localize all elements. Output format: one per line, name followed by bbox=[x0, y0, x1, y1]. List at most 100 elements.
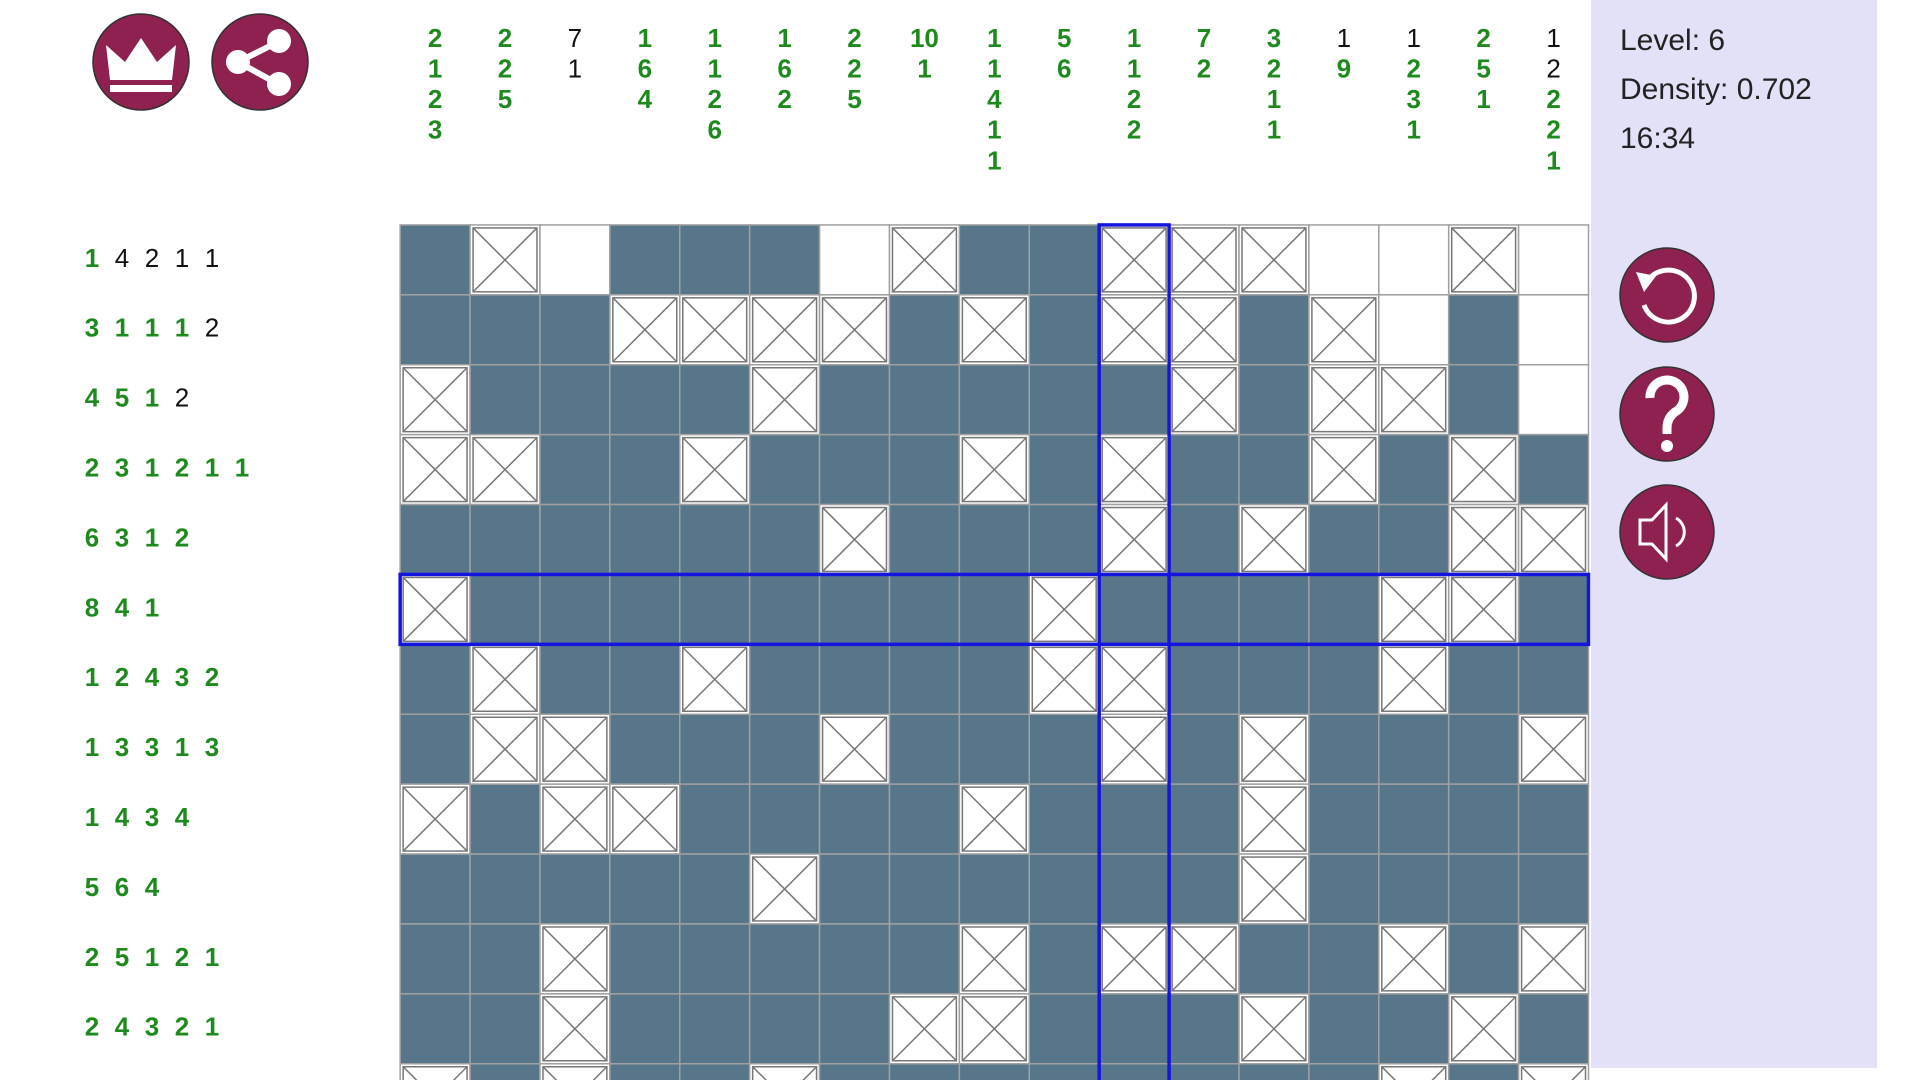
filled-cell[interactable] bbox=[1308, 783, 1380, 855]
filled-cell[interactable] bbox=[1447, 363, 1520, 436]
filled-cell[interactable] bbox=[888, 573, 961, 646]
filled-cell[interactable] bbox=[958, 363, 1031, 436]
crossed-cell[interactable] bbox=[888, 993, 961, 1065]
filled-cell[interactable] bbox=[399, 294, 471, 366]
empty-cell[interactable] bbox=[1517, 363, 1590, 436]
filled-cell[interactable] bbox=[748, 573, 821, 646]
filled-cell[interactable] bbox=[679, 993, 751, 1065]
filled-cell[interactable] bbox=[1098, 993, 1170, 1065]
filled-cell[interactable] bbox=[679, 1063, 751, 1085]
filled-cell[interactable] bbox=[1517, 573, 1590, 646]
filled-cell[interactable] bbox=[399, 224, 471, 296]
crossed-cell[interactable] bbox=[1447, 433, 1520, 506]
filled-cell[interactable] bbox=[748, 993, 821, 1065]
filled-cell[interactable] bbox=[1028, 853, 1100, 925]
filled-cell[interactable] bbox=[1308, 503, 1380, 576]
filled-cell[interactable] bbox=[1378, 783, 1450, 855]
filled-cell[interactable] bbox=[539, 363, 611, 436]
filled-cell[interactable] bbox=[818, 993, 891, 1065]
crossed-cell[interactable] bbox=[1308, 294, 1380, 366]
filled-cell[interactable] bbox=[888, 713, 961, 785]
filled-cell[interactable] bbox=[1517, 433, 1590, 506]
share-button[interactable] bbox=[211, 13, 309, 111]
filled-cell[interactable] bbox=[1308, 923, 1380, 995]
filled-cell[interactable] bbox=[469, 923, 541, 995]
filled-cell[interactable] bbox=[1168, 853, 1240, 925]
filled-cell[interactable] bbox=[539, 573, 611, 646]
crossed-cell[interactable] bbox=[1238, 713, 1310, 785]
filled-cell[interactable] bbox=[539, 433, 611, 506]
filled-cell[interactable] bbox=[818, 433, 891, 506]
filled-cell[interactable] bbox=[1168, 1063, 1240, 1085]
empty-cell[interactable] bbox=[1378, 294, 1450, 366]
filled-cell[interactable] bbox=[609, 713, 681, 785]
crossed-cell[interactable] bbox=[469, 433, 541, 506]
filled-cell[interactable] bbox=[609, 923, 681, 995]
crossed-cell[interactable] bbox=[1308, 363, 1380, 436]
filled-cell[interactable] bbox=[1238, 643, 1310, 716]
filled-cell[interactable] bbox=[1168, 433, 1240, 506]
filled-cell[interactable] bbox=[748, 923, 821, 995]
filled-cell[interactable] bbox=[1517, 853, 1590, 925]
filled-cell[interactable] bbox=[1028, 713, 1100, 785]
filled-cell[interactable] bbox=[679, 713, 751, 785]
filled-cell[interactable] bbox=[748, 433, 821, 506]
crossed-cell[interactable] bbox=[1098, 294, 1170, 366]
crossed-cell[interactable] bbox=[1517, 503, 1590, 576]
filled-cell[interactable] bbox=[958, 713, 1031, 785]
filled-cell[interactable] bbox=[748, 783, 821, 855]
crossed-cell[interactable] bbox=[539, 1063, 611, 1085]
crossed-cell[interactable] bbox=[399, 573, 471, 646]
filled-cell[interactable] bbox=[1238, 363, 1310, 436]
filled-cell[interactable] bbox=[1308, 643, 1380, 716]
empty-cell[interactable] bbox=[1517, 294, 1590, 366]
undo-button[interactable] bbox=[1619, 247, 1715, 343]
filled-cell[interactable] bbox=[818, 923, 891, 995]
filled-cell[interactable] bbox=[958, 573, 1031, 646]
filled-cell[interactable] bbox=[469, 503, 541, 576]
filled-cell[interactable] bbox=[1447, 923, 1520, 995]
filled-cell[interactable] bbox=[399, 643, 471, 716]
filled-cell[interactable] bbox=[1168, 503, 1240, 576]
filled-cell[interactable] bbox=[888, 363, 961, 436]
filled-cell[interactable] bbox=[748, 713, 821, 785]
filled-cell[interactable] bbox=[1238, 1063, 1310, 1085]
filled-cell[interactable] bbox=[818, 363, 891, 436]
filled-cell[interactable] bbox=[818, 783, 891, 855]
crossed-cell[interactable] bbox=[399, 433, 471, 506]
crossed-cell[interactable] bbox=[1517, 923, 1590, 995]
filled-cell[interactable] bbox=[609, 503, 681, 576]
crossed-cell[interactable] bbox=[539, 783, 611, 855]
filled-cell[interactable] bbox=[1517, 643, 1590, 716]
empty-cell[interactable] bbox=[1517, 224, 1590, 296]
crossed-cell[interactable] bbox=[748, 1063, 821, 1085]
crossed-cell[interactable] bbox=[748, 363, 821, 436]
crossed-cell[interactable] bbox=[1378, 363, 1450, 436]
filled-cell[interactable] bbox=[1168, 783, 1240, 855]
filled-cell[interactable] bbox=[958, 1063, 1031, 1085]
filled-cell[interactable] bbox=[1447, 853, 1520, 925]
crossed-cell[interactable] bbox=[469, 224, 541, 296]
crossed-cell[interactable] bbox=[679, 294, 751, 366]
crossed-cell[interactable] bbox=[958, 923, 1031, 995]
filled-cell[interactable] bbox=[888, 853, 961, 925]
crossed-cell[interactable] bbox=[1168, 294, 1240, 366]
crossed-cell[interactable] bbox=[1447, 224, 1520, 296]
filled-cell[interactable] bbox=[1378, 993, 1450, 1065]
filled-cell[interactable] bbox=[1308, 713, 1380, 785]
filled-cell[interactable] bbox=[1447, 783, 1520, 855]
crossed-cell[interactable] bbox=[1098, 923, 1170, 995]
filled-cell[interactable] bbox=[609, 993, 681, 1065]
filled-cell[interactable] bbox=[679, 503, 751, 576]
filled-cell[interactable] bbox=[888, 433, 961, 506]
filled-cell[interactable] bbox=[818, 1063, 891, 1085]
filled-cell[interactable] bbox=[399, 503, 471, 576]
crossed-cell[interactable] bbox=[1378, 643, 1450, 716]
filled-cell[interactable] bbox=[1028, 923, 1100, 995]
filled-cell[interactable] bbox=[1028, 783, 1100, 855]
filled-cell[interactable] bbox=[679, 783, 751, 855]
crossed-cell[interactable] bbox=[1028, 643, 1100, 716]
filled-cell[interactable] bbox=[1098, 1063, 1170, 1085]
filled-cell[interactable] bbox=[399, 713, 471, 785]
crossed-cell[interactable] bbox=[1098, 503, 1170, 576]
